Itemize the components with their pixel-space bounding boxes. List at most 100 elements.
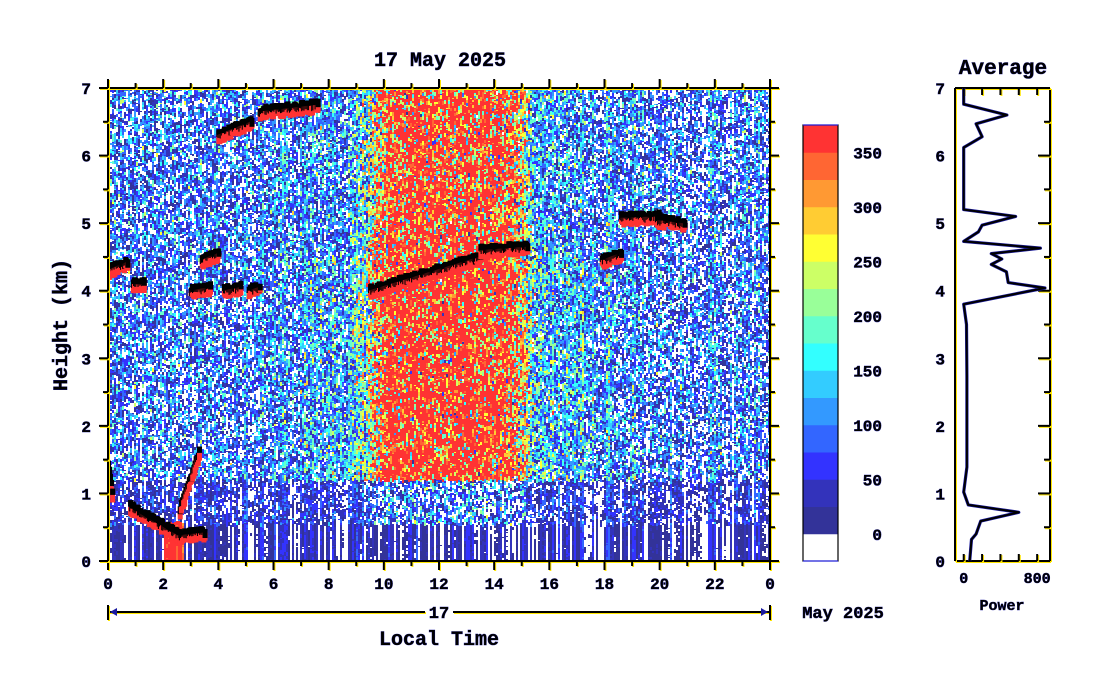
colorbar-swatch: [803, 370, 838, 398]
colorbar-swatch: [803, 261, 838, 289]
colorbar-swatch: [803, 506, 838, 535]
colorbar-tick-label: 300: [853, 200, 882, 218]
x-tick-label: 6: [269, 576, 279, 594]
average-y-tick-label: 7: [935, 81, 945, 99]
y-tick-label: 2: [81, 419, 91, 437]
colorbar-swatch: [803, 424, 838, 453]
chart-title: 17 May 2025: [374, 50, 506, 73]
average-profile-point: [966, 375, 968, 378]
average-profile-point: [977, 231, 980, 233]
x-tick-label: 10: [374, 576, 393, 594]
x-tick-label: 4: [214, 576, 224, 594]
x-tick-label: 2: [158, 576, 168, 594]
average-profile-point: [962, 208, 965, 211]
colorbar-swatch: [803, 315, 838, 344]
average-profile-line: [962, 88, 1046, 562]
colorbar-swatch: [803, 125, 838, 153]
average-profile-point: [990, 263, 993, 266]
x-tick-label: 8: [324, 576, 334, 594]
average-profile-point: [979, 520, 982, 522]
colorbar-swatch: [803, 288, 838, 317]
colorbar-tick-label: 0: [872, 527, 882, 545]
average-profile-point: [962, 303, 965, 306]
x-axis-label: Local Time: [379, 629, 499, 652]
average-y-tick-label: 2: [935, 419, 945, 437]
colorbar-tick-label: 350: [853, 145, 882, 163]
average-profile-point: [962, 146, 965, 149]
y-tick-label: 6: [81, 149, 91, 167]
average-y-tick-label: 4: [935, 284, 945, 302]
y-tick-label: 3: [81, 351, 91, 369]
average-profile-point: [970, 538, 973, 541]
colorbar-swatch: [803, 206, 838, 235]
average-profile-point: [965, 323, 968, 326]
average-profile-point: [962, 154, 965, 157]
date-axis-right-arrow: [761, 608, 768, 616]
y-tick-label: 5: [81, 216, 91, 234]
average-profile-point: [962, 491, 965, 493]
colorbar-tick-label: 200: [853, 309, 882, 327]
average-profile-point: [981, 224, 983, 226]
colorbar-swatch: [803, 533, 838, 562]
average-y-tick-label: 5: [935, 216, 945, 234]
x-tick-label: 22: [705, 576, 724, 594]
average-profile-point: [1014, 215, 1017, 218]
average-profile-point: [975, 533, 977, 535]
average-profile-point: [1017, 511, 1020, 514]
average-profile-point: [966, 448, 968, 450]
colorbar-tick-label: 250: [853, 254, 882, 272]
average-y-tick-label: 6: [935, 149, 945, 167]
colorbar-swatch: [803, 397, 838, 426]
average-profile-point: [962, 240, 965, 243]
colorbar-swatch: [803, 479, 838, 507]
average-profile-point: [1001, 258, 1003, 260]
x-tick-label: 20: [650, 576, 669, 594]
average-profile-point: [1006, 114, 1008, 116]
average-y-tick-label: 3: [935, 351, 945, 369]
average-profile-point: [1005, 270, 1008, 273]
average-profile-point: [962, 87, 965, 89]
colorbar-swatch: [803, 452, 838, 480]
average-panel: 0 1 2 3 4 5 6 7 0 800: [935, 81, 1052, 588]
x-tick-label: 18: [595, 576, 614, 594]
average-profile-point: [962, 103, 965, 106]
x-tick-label: 0: [103, 576, 113, 594]
y-tick-label: 1: [81, 486, 91, 504]
colorbar-tick-label: 150: [853, 363, 882, 381]
average-profile-point: [975, 123, 977, 125]
average-x-tick-label: 800: [1024, 571, 1051, 588]
average-profile-point: [981, 135, 983, 138]
x-tick-label: 16: [540, 576, 559, 594]
average-profile-point: [966, 466, 968, 468]
date-month-label: May 2025: [802, 605, 884, 624]
date-day-label: 17: [429, 605, 449, 624]
average-profile-line-outline: [962, 88, 1047, 562]
average-profile-point: [968, 560, 971, 562]
average-profile-point: [1044, 287, 1046, 289]
y-tick-label: 4: [81, 284, 91, 302]
average-profile-point: [967, 504, 970, 506]
colorbar-swatch: [803, 179, 838, 208]
date-axis-left-arrow: [110, 608, 117, 616]
colorbar-swatch: [803, 343, 838, 371]
colorbar-tick-label: 50: [863, 472, 882, 490]
colorbar: 0 50 100 150 200 250 300 350: [802, 124, 882, 562]
colorbar-swatch: [803, 152, 838, 180]
average-profile-point: [990, 252, 993, 255]
x-tick-label: 14: [485, 576, 505, 594]
y-tick-label: 0: [81, 554, 91, 572]
backscatter-heatmap: [108, 88, 770, 561]
average-y-tick-label: 0: [935, 554, 945, 572]
colorbar-swatch: [803, 234, 838, 262]
y-tick-label: 7: [81, 81, 91, 99]
average-x-tick-label: 0: [959, 571, 968, 588]
average-profile-point: [1039, 247, 1042, 249]
average-title: Average: [959, 58, 1047, 81]
y-axis-label: Height (km): [51, 259, 74, 391]
colorbar-tick-label: 100: [853, 418, 882, 436]
average-x-label: Power: [979, 598, 1024, 615]
x-tick-label: 0: [765, 576, 775, 594]
